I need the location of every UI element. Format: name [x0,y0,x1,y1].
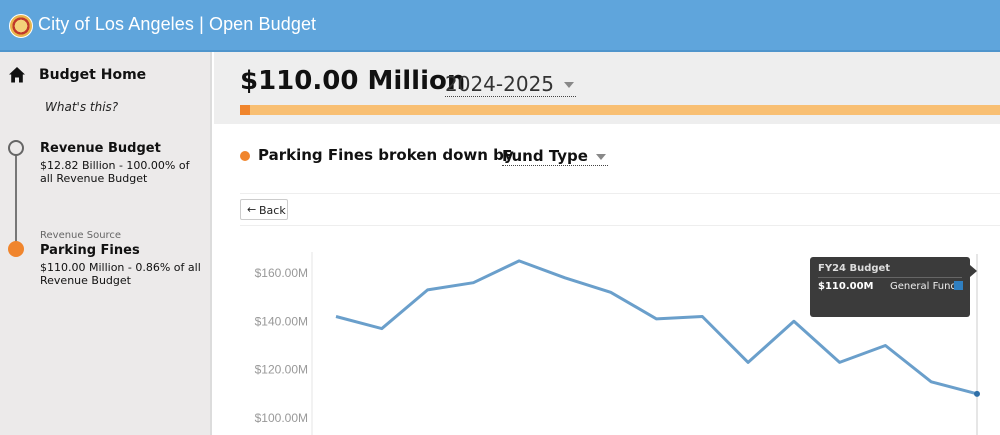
breadcrumb-timeline [15,148,17,246]
revenue-budget-desc: $12.82 Billion - 100.00% of all Revenue … [40,159,190,185]
breakdown-label: Parking Fines broken down by [258,146,514,164]
timeline-node-source [8,241,24,257]
fund-type-select[interactable]: Fund Type [502,147,608,166]
parking-fines-desc: $110.00 Million - 0.86% of all Revenue B… [40,261,201,287]
timeline-node-revenue[interactable] [8,140,24,156]
budget-home-link[interactable]: Budget Home [39,67,147,83]
budget-amount: $110.00 Million [240,66,466,96]
city-seal-icon[interactable] [9,14,33,38]
fund-type-value: Fund Type [502,147,588,165]
whats-this-link[interactable]: What's this? [45,100,119,114]
sidebar: Budget Home What's this? Revenue Budget … [0,52,212,435]
y-tick-label: $160.00M [255,266,308,280]
revenue-source-caption: Revenue Source [40,230,122,241]
chevron-down-icon [564,82,575,88]
divider [240,193,1000,194]
back-button[interactable]: ← Back [240,199,288,220]
chart-tooltip: FY24 Budget $110.00M General Fund [810,257,977,317]
y-tick-label: $120.00M [255,363,308,377]
y-tick-label: $140.00M [255,314,308,328]
chevron-down-icon [595,154,606,160]
fiscal-year-value: 2024-2025 [445,72,555,96]
app-title[interactable]: City of Los Angeles | Open Budget [38,14,317,34]
back-button-label: Back [259,204,286,217]
revenue-budget-link[interactable]: Revenue Budget [40,141,161,156]
home-icon[interactable] [8,66,26,84]
back-arrow-icon: ← [247,203,257,216]
tooltip-title: FY24 Budget [818,263,891,274]
series-line[interactable] [335,259,978,396]
fiscal-year-select[interactable]: 2024-2025 [445,72,577,97]
tooltip-fund: General Fund [890,281,957,292]
tooltip-swatch [954,281,963,290]
tooltip-value: $110.00M [818,281,874,292]
top-bar: City of Los Angeles | Open Budget [0,0,1000,52]
breakdown-dot [240,151,250,161]
parking-fines-title: Parking Fines [40,243,140,258]
y-tick-label: $100.00M [255,411,308,425]
data-point[interactable] [974,390,980,397]
divider [240,225,1000,226]
budget-line-chart[interactable]: $160.00M $140.00M $120.00M $100.00M [240,240,1000,435]
budget-share-fill [240,105,250,115]
tooltip-divider [818,277,962,278]
budget-share-track [240,105,1000,115]
